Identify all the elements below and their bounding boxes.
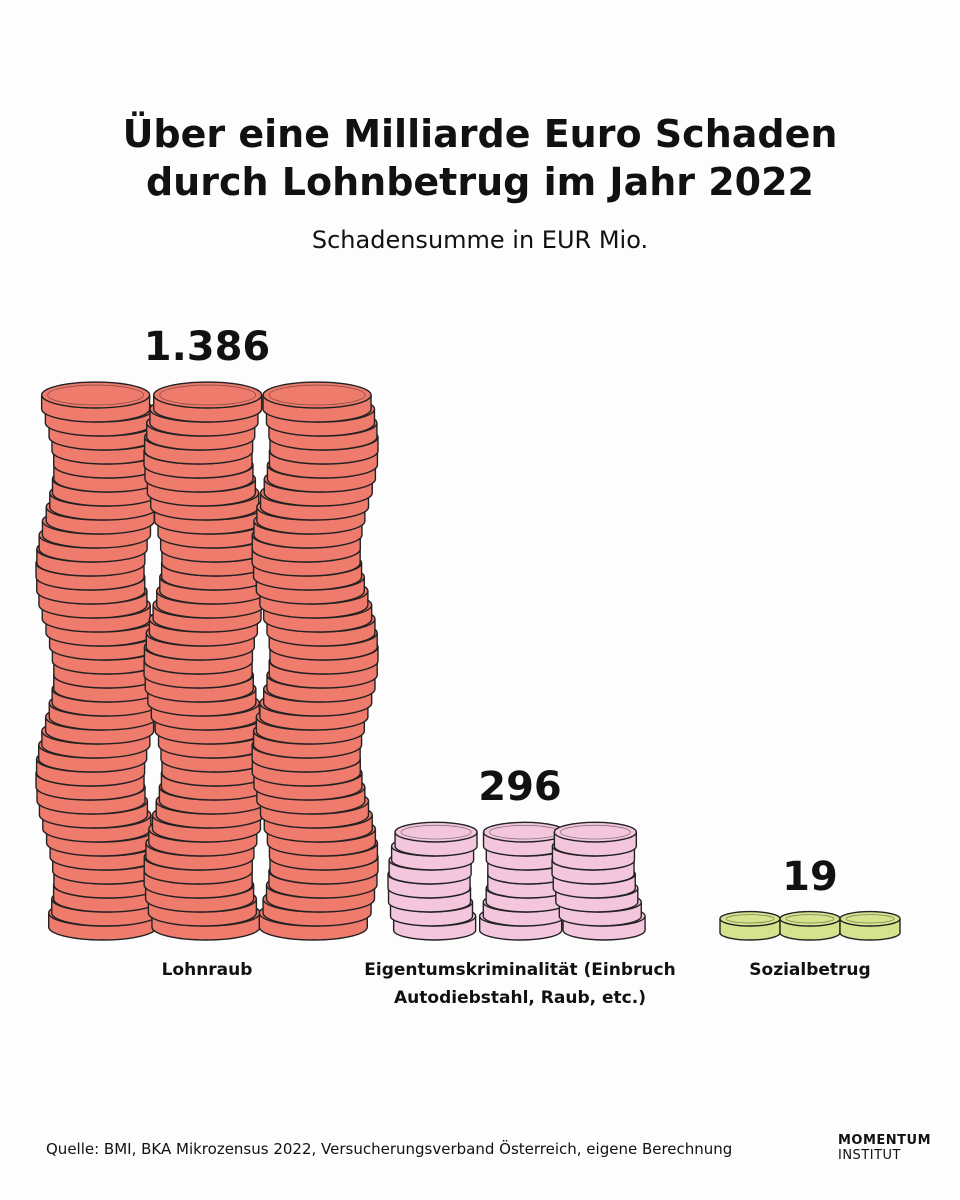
coin-rim [159, 384, 257, 406]
coin-top [553, 821, 638, 843]
coin-rim [47, 384, 145, 406]
coin-rim [785, 914, 835, 924]
coin-top [262, 381, 372, 409]
coin-top [152, 381, 263, 409]
data-label: 296 [478, 764, 562, 811]
data-label: 1.386 [143, 324, 271, 371]
coin-top [394, 821, 478, 843]
x-tick-label: Lohnraub [161, 960, 253, 980]
coin-rim [725, 914, 775, 924]
chart-title: Über eine Milliarde Euro Schaden durch L… [122, 112, 838, 204]
data-label: 19 [782, 853, 838, 900]
coin-top [40, 381, 151, 409]
chart-subtitle: Schadensumme in EUR Mio. [311, 226, 649, 254]
bar [719, 910, 901, 941]
bar [387, 821, 646, 941]
coin-rim [845, 914, 895, 924]
coin-rim [559, 824, 631, 840]
bar [35, 381, 379, 941]
x-tick-label: Eigentumskriminalität (Einbruch Autodieb… [364, 960, 676, 1008]
coin-top [719, 910, 781, 927]
logo-line: MOMENTUM [838, 1133, 932, 1148]
source-note: Quelle: BMI, BKA Mikrozensus 2022, Versu… [46, 1140, 733, 1158]
coin-rim [268, 384, 366, 406]
coin-rim [400, 824, 472, 840]
coin-top [839, 910, 901, 927]
logo: MOMENTUM INSTITUT [838, 1133, 931, 1163]
x-tick-label: Sozialbetrug [749, 960, 871, 980]
coin-top [779, 910, 841, 927]
logo-line: INSTITUT [838, 1148, 901, 1163]
